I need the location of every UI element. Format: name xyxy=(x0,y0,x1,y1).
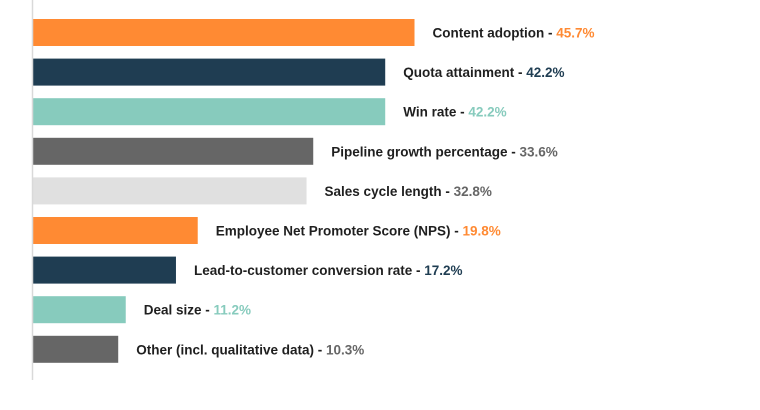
bar-label-4: Pipeline growth percentage - 33.6% xyxy=(331,144,558,159)
value-label: 32.8% xyxy=(454,184,492,199)
value-label: 45.7% xyxy=(556,26,594,41)
bar-label-9: Other (incl. qualitative data) - 10.3% xyxy=(136,342,364,357)
labels-group: Content adoption - 45.7% Quota attainment… xyxy=(136,26,594,358)
category-label: Lead-to-customer conversion rate - xyxy=(194,263,424,278)
value-label: 11.2% xyxy=(214,303,252,318)
category-label: Sales cycle length - xyxy=(325,184,454,199)
bar-label-3: Win rate - 42.2% xyxy=(403,105,506,120)
bar-6 xyxy=(32,217,198,244)
category-label: Other (incl. qualitative data) - xyxy=(136,342,326,357)
bar-8 xyxy=(32,296,126,324)
bar-label-7: Lead-to-customer conversion rate - 17.2% xyxy=(194,263,463,278)
category-label: Content adoption - xyxy=(433,26,557,41)
value-label: 10.3% xyxy=(326,342,364,357)
category-label: Deal size - xyxy=(144,303,214,318)
bar-label-6: Employee Net Promoter Score (NPS) - 19.8… xyxy=(216,224,501,239)
value-label: 33.6% xyxy=(520,144,558,159)
category-label: Employee Net Promoter Score (NPS) - xyxy=(216,224,463,239)
category-label: Win rate - xyxy=(403,105,468,120)
bar-label-2: Quota attainment - 42.2% xyxy=(403,65,564,80)
bar-label-5: Sales cycle length - 32.8% xyxy=(325,184,492,199)
bar-9 xyxy=(32,335,119,363)
value-label: 19.8% xyxy=(463,224,501,239)
category-label: Quota attainment - xyxy=(403,65,526,80)
bar-2 xyxy=(32,58,386,86)
bars-group xyxy=(32,19,415,363)
bar-label-8: Deal size - 11.2% xyxy=(144,303,251,318)
bar-1 xyxy=(32,19,415,46)
bar-4 xyxy=(32,137,314,165)
bar-label-1: Content adoption - 45.7% xyxy=(433,26,595,41)
bar-7 xyxy=(32,256,176,284)
value-label: 42.2% xyxy=(526,65,564,80)
value-label: 42.2% xyxy=(468,105,506,120)
bar-3 xyxy=(32,98,386,126)
bar-5 xyxy=(32,177,307,205)
category-label: Pipeline growth percentage - xyxy=(331,144,519,159)
value-label: 17.2% xyxy=(424,263,462,278)
